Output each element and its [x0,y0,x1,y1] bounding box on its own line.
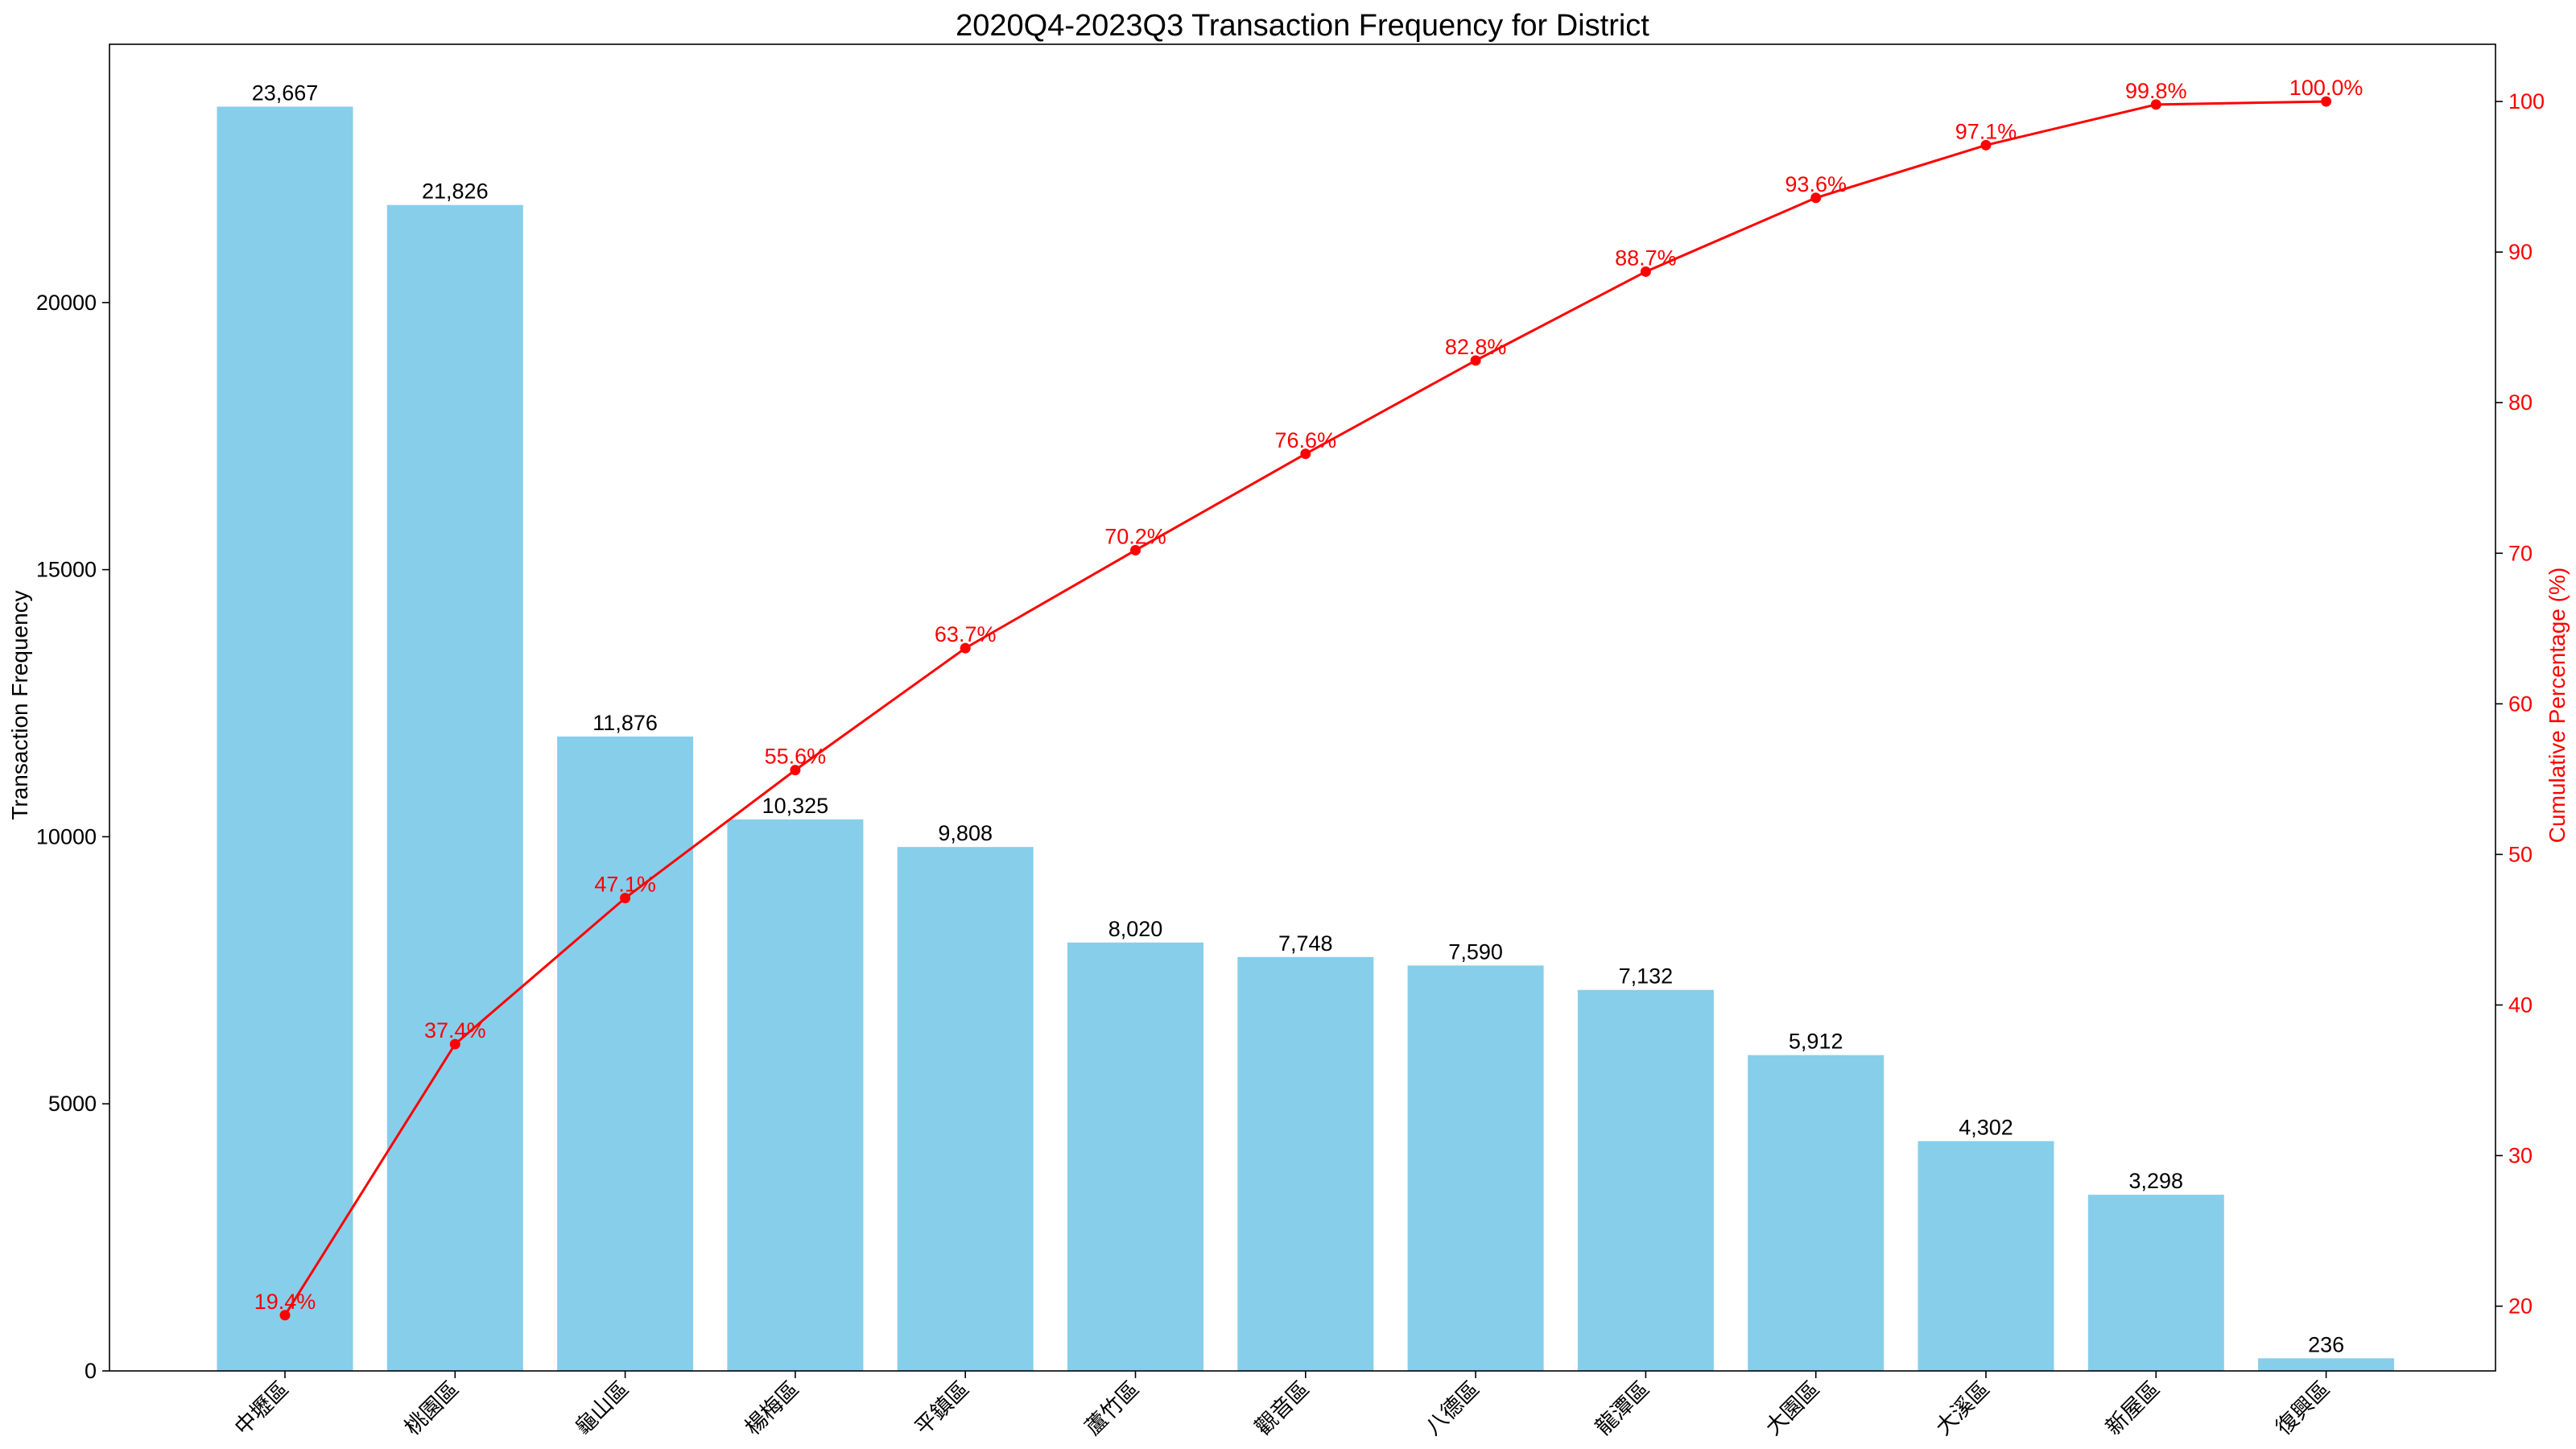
y-tick-label: 5000 [48,1092,97,1116]
cumulative-point [2150,99,2161,110]
y2-tick-label: 60 [2508,691,2533,716]
y2-axis-label: Cumulative Percentage (%) [2545,568,2570,843]
cumulative-point [2321,96,2332,107]
cumulative-point [1980,139,1992,151]
bar [557,736,694,1371]
bar [897,847,1034,1371]
bar [386,204,523,1371]
cumulative-pct-label: 100.0% [2289,76,2363,100]
bar [1407,965,1544,1371]
y2-tick-label: 70 [2508,541,2533,565]
y-axis-label: Transaction Frequency [7,590,32,819]
cumulative-pct-label: 76.6% [1275,428,1337,452]
cumulative-pct-label: 47.1% [594,873,656,897]
cumulative-pct-label: 37.4% [424,1018,486,1042]
y-tick-label: 10000 [36,824,97,848]
cumulative-pct-label: 88.7% [1615,246,1677,270]
bars-layer [217,106,2395,1371]
bar-value-label: 236 [2308,1332,2344,1356]
bar-value-label: 7,748 [1278,931,1333,956]
cumulative-point [449,1038,460,1050]
y-tick-label: 15000 [36,558,97,582]
cumulative-point [960,642,971,654]
bar-value-label: 10,325 [762,794,829,818]
cumulative-pct-label: 93.6% [1785,172,1847,196]
bar-value-label: 8,020 [1108,917,1163,941]
bar-value-label: 23,667 [252,81,319,105]
cumulative-point [1640,266,1651,277]
bar-value-label: 5,912 [1789,1030,1843,1054]
bar-value-label: 3,298 [2129,1169,2184,1193]
bar-value-label: 9,808 [938,821,993,845]
y-tick-label: 0 [85,1359,97,1383]
bar [2087,1195,2224,1371]
cumulative-point [620,893,631,904]
cumulative-point [1470,355,1481,366]
bar-labels-layer: 23,667 21,826 11,876 10,325 9,808 8,020 7,748 7… [252,81,2344,1357]
bar-value-label: 4,302 [1959,1116,2013,1140]
cumulative-pct-label: 70.2% [1104,525,1166,549]
bar-value-label: 11,876 [592,711,658,735]
y2-tick-label: 50 [2508,842,2533,866]
bar-value-label: 7,132 [1619,964,1674,989]
bar-value-label: 21,826 [422,180,489,204]
cumulative-point [1130,545,1141,556]
bar [1918,1141,2054,1371]
cumulative-line-layer: 19.4% 37.4% 47.1% 55.6% 63.7% 70.2% 76.6% 82.8%… [254,76,2363,1321]
bar [727,819,864,1371]
y2-tick-label: 20 [2508,1294,2533,1319]
chart-title: 2020Q4-2023Q3 Transaction Frequency for … [956,9,1649,43]
plot-frame [109,43,2496,1372]
y2-tick-label: 100 [2508,89,2545,114]
bar-value-label: 7,590 [1448,939,1503,964]
bar [1067,942,1203,1371]
cumulative-point [1810,192,1822,204]
y2-tick-label: 90 [2508,240,2533,264]
cumulative-point [790,765,801,776]
y2-tick-label: 80 [2508,390,2533,415]
cumulative-pct-label: 97.1% [1955,119,2017,143]
cumulative-pct-label: 63.7% [935,622,997,646]
cumulative-pct-label: 82.8% [1445,335,1507,359]
y2-tick-label: 30 [2508,1144,2533,1168]
bar [2258,1358,2395,1371]
bar [1748,1055,1885,1371]
bar [1577,989,1714,1371]
cumulative-pct-label: 19.4% [254,1290,316,1314]
cumulative-pct-label: 55.6% [765,745,827,769]
bar [1237,956,1374,1371]
cumulative-point [1300,448,1311,460]
bar [217,106,353,1371]
cumulative-point [279,1310,291,1321]
cumulative-pct-label: 99.8% [2125,79,2187,103]
y-tick-label: 20000 [36,291,97,315]
y2-tick-label: 40 [2508,993,2533,1017]
